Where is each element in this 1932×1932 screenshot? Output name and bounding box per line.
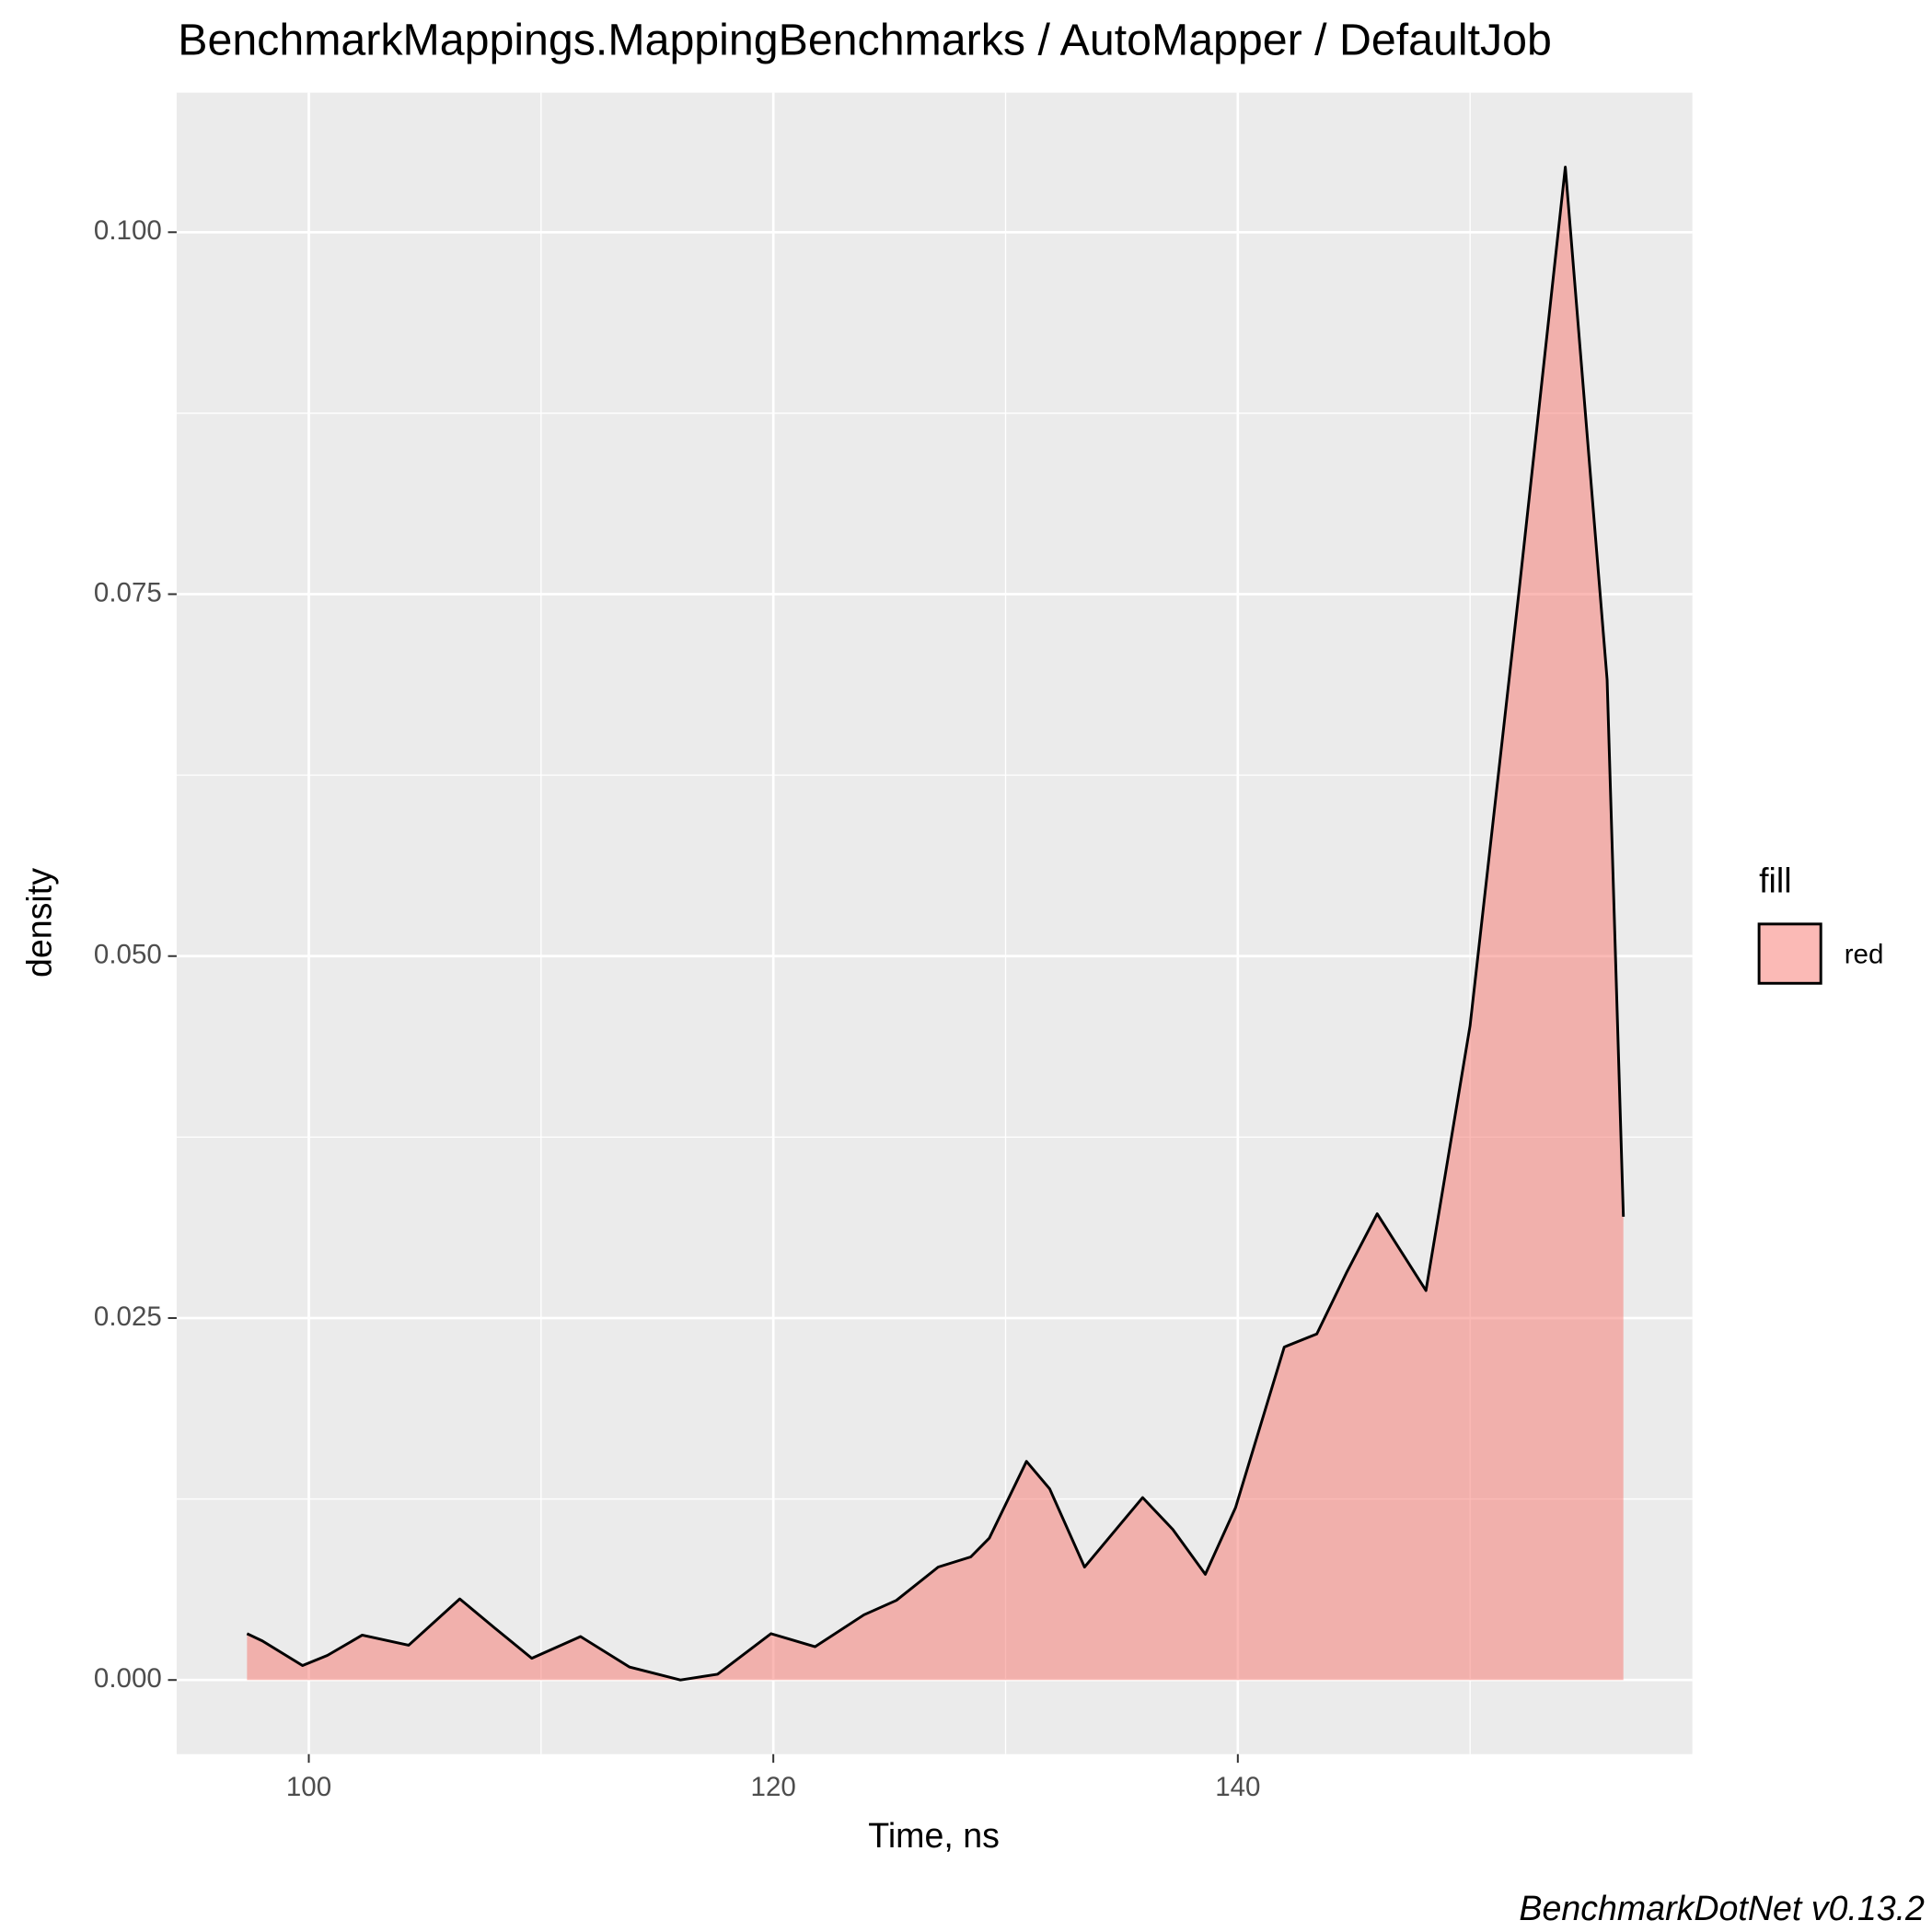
legend-label: red bbox=[1845, 940, 1884, 970]
density-line bbox=[246, 166, 1625, 1682]
x-axis-title: Time, ns bbox=[868, 1816, 1000, 1855]
density-area bbox=[247, 167, 1624, 1681]
caption: BenchmarkDotNet v0.13.2 bbox=[1519, 1889, 1925, 1927]
chart-title: BenchmarkMappings.MappingBenchmarks / Au… bbox=[178, 16, 1552, 65]
y-tick-label: 0.075 bbox=[94, 577, 162, 607]
y-tick-label: 0.000 bbox=[94, 1663, 162, 1694]
y-tick-label: 0.050 bbox=[94, 940, 162, 970]
legend-title: fill bbox=[1759, 862, 1791, 900]
y-axis-title: density bbox=[20, 868, 59, 978]
y-tick-label: 0.025 bbox=[94, 1301, 162, 1332]
x-tick-label: 120 bbox=[751, 1772, 796, 1802]
legend-key bbox=[1757, 922, 1822, 985]
x-tick-label: 100 bbox=[286, 1772, 331, 1802]
y-tick-label: 0.100 bbox=[94, 215, 162, 246]
x-tick-label: 140 bbox=[1215, 1772, 1260, 1802]
